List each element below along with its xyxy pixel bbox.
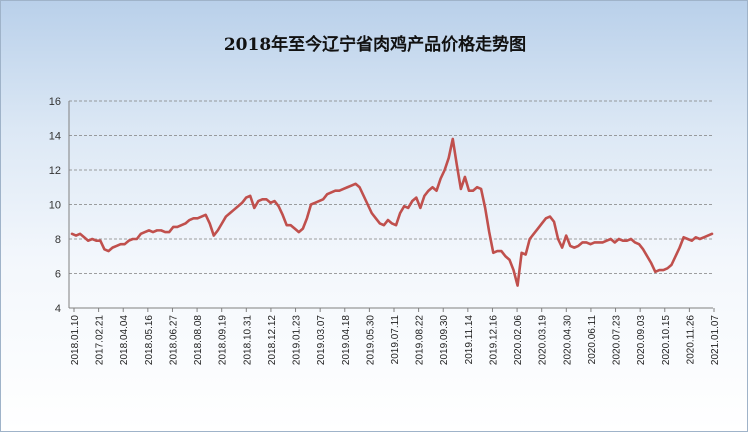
x-tick-label: 2018.04.04 [119,315,130,365]
x-tick-label: 2020.07.23 [612,315,623,365]
x-tick-label: 2018.09.19 [218,315,229,365]
x-tick-label: 2019.05.30 [365,315,376,365]
x-tick-label: 2019.03.07 [316,315,327,365]
x-tick-label: 2020.06.11 [587,315,598,365]
x-tick-label: 2020.03.19 [538,315,549,365]
x-tick-label: 2020.02.06 [513,315,524,365]
x-tick-label: 2020.04.30 [562,315,573,365]
x-tick-label: 2019.01.23 [292,315,303,365]
x-tick-label: 2018.10.31 [242,315,253,365]
x-tick-label: 2019.08.22 [415,315,426,365]
x-tick-label: 2019.07.11 [390,315,401,365]
x-tick-label: 2018.06.27 [168,315,179,365]
y-tick-label: 16 [49,96,61,108]
x-tick-label: 2018.05.16 [144,315,155,365]
x-tick-label: 2019.12.16 [488,315,499,365]
price-series-line [70,137,714,287]
x-tick-label: 2018.01.10 [70,315,81,365]
x-tick-label: 2019.09.30 [439,315,450,365]
x-tick-label: 2021.01.07 [710,315,721,365]
x-tick-label: 2020.10.15 [661,315,672,365]
x-tick-label: 2018.08.08 [193,315,204,365]
chart-title: 2018年至今辽宁省肉鸡产品价格走势图 [223,35,527,55]
x-tick-label: 2018.12.12 [267,315,278,365]
x-tick-label: 2019.11.14 [464,315,475,365]
y-tick-label: 8 [55,234,61,246]
y-tick-label: 14 [49,131,61,143]
y-tick-label: 10 [49,200,61,212]
x-tick-label: 2019.04.18 [341,315,352,365]
x-tick-label: 2017.02.21 [95,315,106,365]
y-tick-label: 6 [55,269,61,281]
x-tick-label: 2020.09.03 [636,315,647,365]
x-tick-label: 2020.11.26 [685,315,696,365]
y-tick-label: 12 [49,165,61,177]
y-tick-label: 4 [55,303,61,315]
